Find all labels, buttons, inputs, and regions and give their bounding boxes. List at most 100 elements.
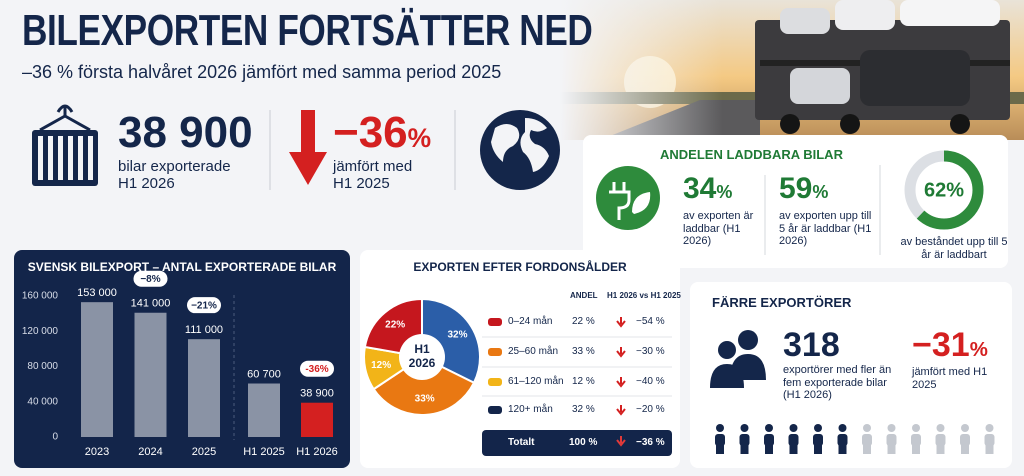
person-head [863,424,871,432]
person-head [765,424,773,432]
truck-photo [560,0,1024,140]
table-cell: 61–120 mån [508,376,564,387]
bar [301,402,333,437]
people-icon [710,330,766,388]
slice-label: 12% [371,360,391,371]
donut-label: 62% [924,179,964,201]
table-cell: −20 % [636,404,665,415]
person-head [887,424,896,432]
ev-value: 59% [779,172,828,207]
value-label: 60 700 [247,368,281,380]
y-tick-label: 40 000 [27,396,58,407]
table-cell: 0–24 mån [508,316,553,327]
chart-title: EXPORTEN EFTER FORDONSÅLDER [413,259,627,274]
person-head [716,424,724,432]
person-body [984,434,995,446]
person-body [837,434,848,446]
person-legs [814,444,822,454]
person-body [960,434,970,446]
center-label-line: 2026 [409,356,436,370]
person-head [985,424,994,432]
person-head [814,424,822,432]
center-label: H1 2026 [409,342,436,370]
table-total-cell: −36 % [636,437,665,448]
person-head [961,424,969,432]
person-body [739,434,750,446]
ev-unit: % [812,182,829,202]
x-tick-label: 2023 [85,446,109,458]
change-pill [187,297,221,314]
table-cell: −54 % [636,316,665,327]
pie-center [399,334,445,380]
ev-label: av exporten upp till 5 år är laddbar (H1… [779,210,872,248]
table-cell: 22 % [572,316,595,327]
x-tick-label: 2025 [192,446,216,458]
change-number: −31 [912,326,970,364]
bar-card [14,250,350,468]
y-tick-label: 0 [52,432,58,443]
slice-label: 33% [415,393,435,404]
down-arrow-icon [289,110,327,185]
table-total-cell: 100 % [569,437,598,448]
table-cell: 120+ mån [508,404,553,415]
value-label: 141 000 [131,298,171,310]
slice-label: 32% [447,330,467,341]
person-body [886,434,897,446]
ev-number: 34 [683,172,717,205]
ev-title: ANDELEN LADDBARA BILAR [660,147,843,162]
person-legs [936,444,945,454]
person-head [838,424,847,432]
person-legs [740,444,749,454]
x-tick-label: 2024 [138,446,162,458]
container-icon [32,104,98,186]
donut-arc [904,150,984,230]
kpi-label: bilar exporterade H1 2026 [118,158,231,193]
center-label-line: H1 [414,342,430,356]
person-legs [838,444,847,454]
person-legs [765,444,773,454]
exporters-card [690,282,1012,468]
bar [81,302,113,437]
ev-number: 59 [779,172,813,205]
person-body [813,434,823,446]
ev-icon [596,166,660,230]
kpi-unit: % [407,123,432,153]
person-head [789,424,798,432]
person-body [715,434,725,446]
title: BILEXPORTEN FORTSÄTTER NED [22,6,593,55]
value-label: 111 000 [185,324,223,336]
exporters-change-label: jämfört med H1 2025 [912,366,988,391]
person-legs [789,444,798,454]
person-body [764,434,774,446]
change-pill [133,270,168,287]
person-legs [863,444,871,454]
change-unit: % [969,339,988,361]
kpi-value: −36% [333,108,431,159]
person-body [788,434,799,446]
subtitle: –36 % första halvåret 2026 jämfört med s… [22,62,502,82]
change-label: −8% [140,274,160,285]
table-cell: −40 % [636,376,665,387]
person-head [936,424,945,432]
exporters-value: 318 [783,326,840,364]
table-cell: 32 % [572,404,595,415]
person-legs [961,444,969,454]
person-legs [716,444,724,454]
change-label: -36% [305,364,328,375]
y-tick-label: 160 000 [22,291,59,302]
people-row [715,424,995,454]
x-tick-label: H1 2025 [243,446,285,458]
pie-slice [372,355,476,416]
table-cell: −30 % [636,346,665,357]
change-label: −21% [191,300,217,311]
person-head [912,424,920,432]
table-cell: 12 % [572,376,595,387]
person-legs [912,444,920,454]
age-table-icons [482,317,672,456]
person-body [935,434,946,446]
globe-icon [480,110,560,190]
kpi-label: jämfört med H1 2025 [333,158,413,193]
table-cell: 33 % [572,346,595,357]
chart-title: SVENSK BILEXPORT – ANTAL EXPORTERADE BIL… [28,260,337,274]
